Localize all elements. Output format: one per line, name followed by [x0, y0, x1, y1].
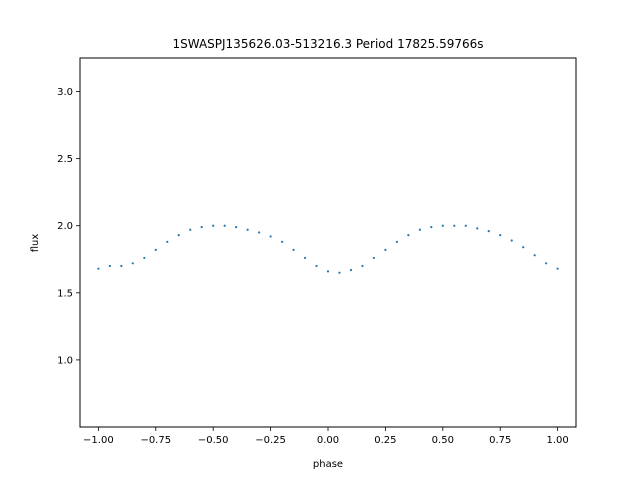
x-tick-label: 0.50 [432, 435, 454, 446]
y-tick-label: 2.5 [57, 154, 73, 165]
data-point [235, 225, 238, 229]
data-point [464, 224, 467, 227]
data-point [189, 228, 192, 231]
data-point [280, 240, 284, 243]
data-point [510, 239, 513, 242]
data-point [545, 262, 548, 265]
data-point [522, 246, 525, 249]
data-point [430, 225, 433, 229]
data-point [154, 248, 157, 251]
y-tick-label: 2.0 [57, 221, 73, 232]
data-point [533, 254, 536, 257]
data-point [246, 228, 249, 231]
data-point [131, 262, 134, 265]
data-point [453, 224, 456, 227]
data-point [499, 234, 502, 237]
data-point [269, 235, 272, 238]
data-point [395, 240, 398, 243]
x-tick-label: 1.00 [546, 435, 568, 446]
data-point [143, 256, 146, 260]
data-point [349, 268, 353, 272]
data-point [384, 248, 387, 251]
data-point [200, 225, 203, 229]
data-point [120, 264, 123, 268]
x-tick-label: 0.00 [317, 435, 339, 446]
y-axis-ticks: 1.0 1.5 2.0 2.5 3.0 [57, 87, 80, 366]
data-point [361, 264, 364, 268]
x-tick-label: −0.25 [255, 435, 286, 446]
scatter-points [97, 224, 559, 274]
data-point [223, 224, 226, 227]
data-point [418, 228, 421, 231]
chart-title: 1SWASPJ135626.03-513216.3 Period 17825.5… [172, 37, 483, 51]
data-point [338, 271, 341, 274]
x-axis-ticks: −1.00 −0.75 −0.50 −0.25 0.00 0.25 0.50 0.75 1.00 [83, 427, 569, 446]
data-point [372, 256, 376, 260]
data-point [292, 248, 295, 251]
y-tick-label: 1.5 [57, 288, 73, 299]
data-point [315, 264, 318, 268]
data-point [441, 224, 444, 227]
x-tick-label: −0.50 [198, 435, 229, 446]
data-point [407, 234, 410, 237]
data-point [326, 270, 330, 273]
y-tick-label: 1.0 [57, 355, 73, 366]
data-point [108, 264, 111, 268]
data-point [212, 224, 215, 227]
data-point [258, 231, 261, 234]
y-tick-label: 3.0 [57, 87, 73, 98]
data-point [476, 227, 479, 230]
data-point [166, 240, 169, 243]
x-tick-label: 0.75 [489, 435, 511, 446]
data-point [487, 229, 490, 233]
x-axis-label: phase [313, 459, 343, 470]
x-tick-label: 0.25 [374, 435, 396, 446]
x-tick-label: −0.75 [140, 435, 171, 446]
data-point [97, 267, 100, 270]
data-point [177, 234, 180, 237]
data-point [556, 267, 559, 270]
data-point [303, 256, 307, 260]
x-tick-label: −1.00 [83, 435, 114, 446]
y-axis-label: flux [30, 234, 41, 253]
